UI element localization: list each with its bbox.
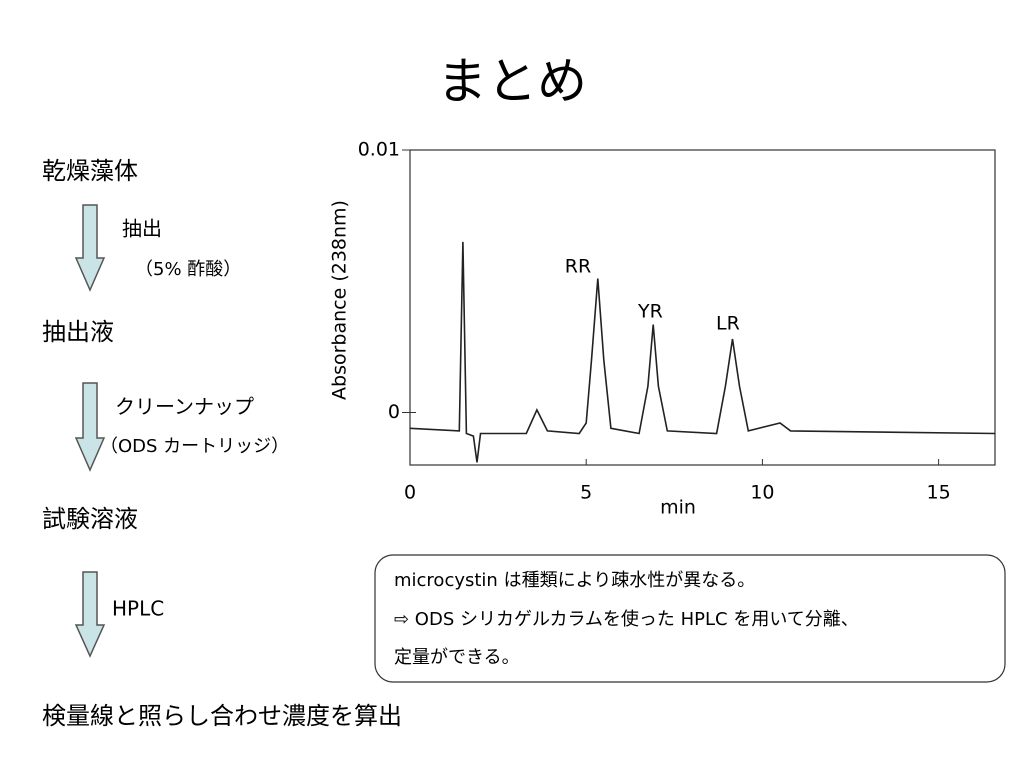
arrow: [74, 382, 106, 472]
peak-label: RR: [565, 256, 591, 278]
y-axis-label: Absorbance (238nm): [329, 200, 351, 400]
flow-arrows: [74, 204, 106, 658]
arrow-label: （ODS カートリッジ）: [100, 436, 289, 457]
y-tick-label: 0.01: [358, 139, 400, 161]
arrow-label: 抽出: [122, 217, 162, 241]
flow-step: 検量線と照らし合わせ濃度を算出: [42, 702, 402, 730]
trace: [409, 241, 996, 463]
x-tick-label: 5: [580, 482, 592, 504]
x-tick-label: 15: [927, 482, 951, 504]
note-line: microcystin は種類により疎水性が異なる。: [394, 570, 755, 591]
arrow-label: （5% 酢酸）: [135, 259, 241, 280]
arrow-label: クリーンナップ: [115, 395, 254, 419]
arrow: [74, 571, 106, 658]
x-tick-label: 0: [404, 482, 416, 504]
x-axis-label: min: [660, 497, 696, 519]
flow-step: 試験溶液: [42, 505, 138, 533]
plot-frame: [409, 149, 996, 466]
x-tick-label: 10: [750, 482, 774, 504]
note-line: ⇨ ODS シリカゲルカラムを使った HPLC を用いて分離、: [394, 609, 859, 630]
flow-step: 乾燥藻体: [42, 157, 138, 185]
note-box: [374, 554, 1006, 683]
flow-step: 抽出液: [42, 318, 114, 346]
arrow: [74, 204, 106, 292]
peak-label: LR: [716, 313, 740, 335]
arrow-label: HPLC: [112, 597, 164, 621]
note-line: 定量ができる。: [394, 647, 520, 668]
y-tick-label: 0: [388, 401, 400, 423]
slide-title: まとめ: [437, 53, 587, 111]
peak-label: YR: [637, 301, 663, 323]
